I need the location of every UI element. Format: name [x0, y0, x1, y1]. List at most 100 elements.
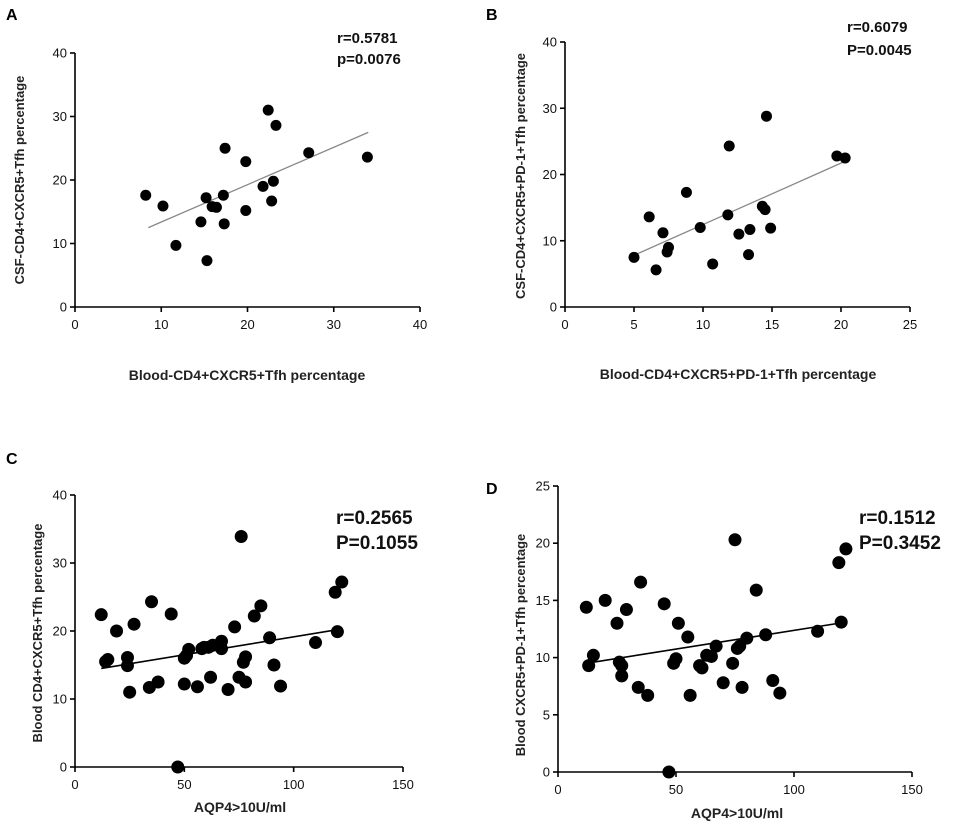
data-point [610, 616, 624, 630]
data-point [190, 680, 204, 694]
data-point [733, 228, 745, 240]
x-tick-label: 100 [783, 782, 805, 797]
y-tick-label: 20 [53, 624, 67, 639]
x-axis-label: AQP4>10U/ml [194, 799, 286, 815]
data-point [309, 636, 323, 650]
data-point [662, 765, 676, 779]
data-point [641, 688, 655, 702]
y-tick-label: 0 [60, 300, 67, 315]
data-point [615, 659, 629, 673]
data-point [759, 628, 773, 642]
data-point [328, 585, 342, 599]
data-point [657, 227, 669, 239]
y-axis-label: Blood CXCR5+PD-1+Tfh percentage [513, 534, 528, 757]
x-tick-label: 30 [327, 317, 341, 332]
y-tick-label: 20 [53, 173, 67, 188]
data-point [619, 603, 633, 617]
data-point [694, 222, 706, 233]
data-point [177, 677, 191, 691]
regression-line [633, 160, 846, 256]
data-point [210, 201, 222, 213]
data-point [628, 251, 640, 263]
data-point [254, 599, 268, 613]
data-point [735, 680, 749, 694]
y-tick-label: 10 [53, 692, 67, 707]
data-point [834, 615, 848, 629]
data-point [683, 688, 697, 702]
data-point [650, 264, 662, 276]
data-point [695, 661, 709, 675]
data-point [586, 648, 600, 662]
x-tick-label: 150 [392, 777, 414, 792]
panel-label: C [6, 451, 18, 468]
x-tick-label: 40 [413, 317, 427, 332]
data-point [215, 634, 229, 648]
data-point [170, 239, 182, 251]
data-point [266, 195, 278, 207]
data-point [228, 620, 242, 634]
data-point [634, 575, 648, 589]
data-point [681, 630, 695, 644]
data-point [773, 686, 787, 700]
data-point [201, 255, 213, 267]
data-point [221, 682, 235, 696]
y-tick-label: 30 [543, 101, 557, 116]
x-tick-label: 0 [554, 782, 561, 797]
data-point [247, 609, 261, 623]
data-point [127, 617, 141, 631]
data-point [643, 211, 655, 223]
data-point [671, 616, 685, 630]
y-tick-label: 15 [536, 593, 550, 608]
plot-area: 0 50 100 150 0 10 20 30 40 [53, 488, 414, 793]
data-point [760, 110, 772, 122]
stat-p: p=0.0076 [337, 51, 401, 68]
scatter-panel-c: C 0 50 100 150 0 10 20 30 40 r=0.2565 P=0.1055 A… [6, 451, 418, 815]
x-tick-label: 20 [240, 317, 254, 332]
data-point [707, 258, 719, 270]
data-point [303, 147, 315, 159]
stat-p: P=0.1055 [336, 533, 418, 554]
y-tick-label: 0 [550, 300, 557, 315]
x-tick-label: 0 [71, 317, 78, 332]
data-point [744, 223, 756, 235]
data-point [239, 650, 253, 664]
x-tick-label: 5 [630, 317, 637, 332]
data-point [94, 608, 108, 622]
data-point [749, 583, 763, 597]
y-tick-label: 40 [53, 488, 67, 503]
data-point [811, 624, 825, 638]
data-point [839, 542, 853, 556]
y-tick-label: 10 [536, 650, 550, 665]
data-point [171, 760, 185, 774]
stat-r: r=0.2565 [336, 508, 413, 529]
panel-label: B [486, 7, 498, 24]
x-tick-label: 150 [901, 782, 923, 797]
panel-label: A [6, 7, 18, 24]
data-point [151, 675, 165, 689]
data-point [728, 533, 742, 547]
data-point [722, 209, 734, 221]
data-point [631, 680, 645, 694]
y-tick-label: 0 [60, 760, 67, 775]
data-point [743, 249, 755, 261]
data-point [361, 151, 373, 163]
data-point [270, 119, 282, 131]
data-point [240, 156, 252, 168]
data-point [263, 631, 277, 645]
data-point [234, 529, 248, 543]
x-axis-label: AQP4>10U/ml [691, 805, 783, 821]
data-point [335, 575, 349, 589]
x-tick-label: 10 [696, 317, 710, 332]
data-point [219, 142, 231, 154]
data-point [200, 192, 212, 204]
x-tick-label: 50 [669, 782, 683, 797]
y-tick-label: 5 [543, 707, 550, 722]
x-tick-label: 20 [834, 317, 848, 332]
x-tick-label: 25 [903, 317, 917, 332]
data-point [704, 649, 718, 663]
y-axis-label: Blood CD4+CXCR5+Tfh percentage [30, 524, 45, 743]
stat-r: r=0.5781 [337, 30, 397, 47]
data-point [740, 631, 754, 645]
